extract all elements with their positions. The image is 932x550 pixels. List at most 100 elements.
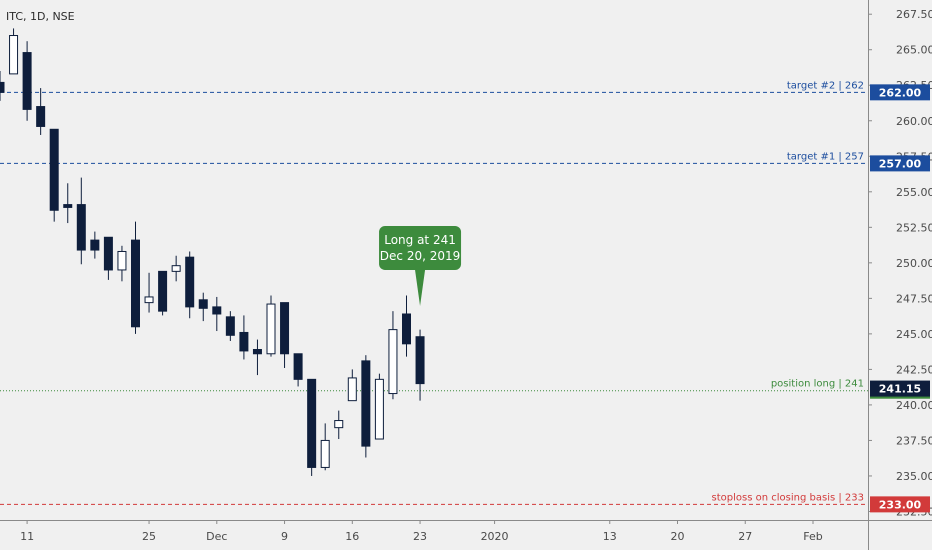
candle[interactable] [293, 353, 303, 387]
candle[interactable] [144, 272, 154, 313]
candle[interactable] [117, 245, 127, 282]
y-tick-label: 250.00 [896, 257, 932, 270]
level-label-position: position long | 241 [771, 379, 864, 390]
candle[interactable] [49, 128, 59, 222]
candle[interactable] [307, 378, 317, 476]
x-tick-label: 2020 [481, 530, 509, 543]
candles [0, 28, 425, 476]
y-tick-label: 245.00 [896, 328, 932, 341]
y-tick-label: 267.50 [896, 8, 932, 21]
level-label-target2: target #2 | 262 [787, 80, 864, 91]
candle-body [36, 106, 46, 127]
candle-body [63, 204, 73, 208]
chart-title: ITC, 1D, NSE [6, 10, 75, 23]
candle[interactable] [252, 339, 262, 376]
candle[interactable] [361, 355, 371, 458]
candle-body [374, 378, 384, 440]
candle-body [131, 239, 140, 328]
candle-body [103, 236, 113, 271]
candle-body [90, 239, 100, 251]
callout-line-2: Dec 20, 2019 [380, 249, 460, 263]
level-label-target1: target #1 | 257 [787, 151, 864, 162]
candle-body [185, 256, 195, 308]
candle-body [252, 349, 262, 355]
x-tick-label: 11 [20, 530, 34, 543]
candle[interactable] [9, 28, 19, 75]
candle-body [22, 52, 32, 110]
candle-body [76, 204, 86, 251]
candle[interactable] [22, 41, 32, 121]
price-badge-target2: 262.00 [879, 86, 922, 99]
callout-pointer [415, 270, 426, 306]
x-tick-label: 9 [281, 530, 288, 543]
y-tick-label: 247.50 [896, 292, 932, 305]
candle[interactable] [212, 296, 222, 332]
candle[interactable] [63, 183, 73, 224]
y-tick-label: 242.50 [896, 363, 932, 376]
price-badge-stoploss: 233.00 [879, 498, 922, 511]
price-badge-target1: 257.00 [879, 157, 922, 170]
x-tick-label: Dec [206, 530, 227, 543]
candle-body [49, 128, 59, 211]
callout-box [379, 226, 462, 270]
y-tick-label: 252.50 [896, 221, 932, 234]
candle-body [347, 377, 357, 402]
candle[interactable] [334, 410, 344, 440]
candle[interactable] [402, 295, 411, 357]
x-tick-label: 16 [345, 530, 359, 543]
candle-body [334, 420, 344, 429]
y-tick-label: 255.00 [896, 186, 932, 199]
level-lines: target #2 | 262 target #1 | 257 position l… [0, 80, 868, 505]
candle-body [225, 316, 235, 336]
candle-body [239, 331, 249, 352]
candle[interactable] [320, 423, 330, 471]
price-badge-target2-bg [870, 84, 930, 101]
x-tick-label: 25 [142, 530, 156, 543]
candle[interactable] [185, 251, 195, 319]
candle[interactable] [103, 236, 113, 280]
candle-body [212, 306, 222, 315]
candle[interactable] [90, 231, 100, 259]
candle[interactable] [76, 177, 86, 265]
level-label-stoploss: stoploss on closing basis | 233 [712, 492, 864, 503]
candle[interactable] [347, 369, 357, 402]
candle-body [280, 302, 290, 355]
candle[interactable] [280, 302, 290, 368]
candle[interactable] [36, 88, 46, 135]
candle[interactable] [374, 373, 384, 440]
candle-body [171, 265, 181, 272]
y-tick-label: 235.00 [896, 470, 932, 483]
y-tick-label: 260.00 [896, 115, 932, 128]
trade-callout: Long at 241 Dec 20, 2019 [379, 226, 462, 306]
callout-line-1: Long at 241 [384, 233, 456, 247]
price-badge-target1-bg [870, 155, 930, 172]
x-tick-label: Feb [803, 530, 822, 543]
candle-body [402, 313, 411, 345]
candle-body [198, 299, 208, 309]
candle[interactable] [131, 221, 140, 334]
x-tick-label: 13 [603, 530, 617, 543]
candle-body [361, 360, 371, 447]
candle[interactable] [0, 71, 5, 101]
candle-body [0, 81, 5, 93]
y-tick-label: 240.00 [896, 399, 932, 412]
candle-body [117, 250, 127, 271]
candle[interactable] [171, 255, 181, 282]
y-tick-label: 265.00 [896, 44, 932, 57]
candle[interactable] [388, 311, 398, 400]
candle[interactable] [225, 311, 235, 341]
candle[interactable] [266, 295, 276, 357]
candle-body [415, 336, 425, 385]
candle[interactable] [239, 315, 249, 360]
candle-body [266, 303, 276, 355]
last-price-badge-bg [870, 380, 930, 397]
x-tick-label: 20 [671, 530, 685, 543]
y-tick-label: 237.50 [896, 434, 932, 447]
candle[interactable] [198, 292, 208, 322]
price-badge-stoploss-bg [870, 496, 930, 513]
candle[interactable] [415, 329, 425, 401]
candle[interactable] [158, 270, 168, 316]
